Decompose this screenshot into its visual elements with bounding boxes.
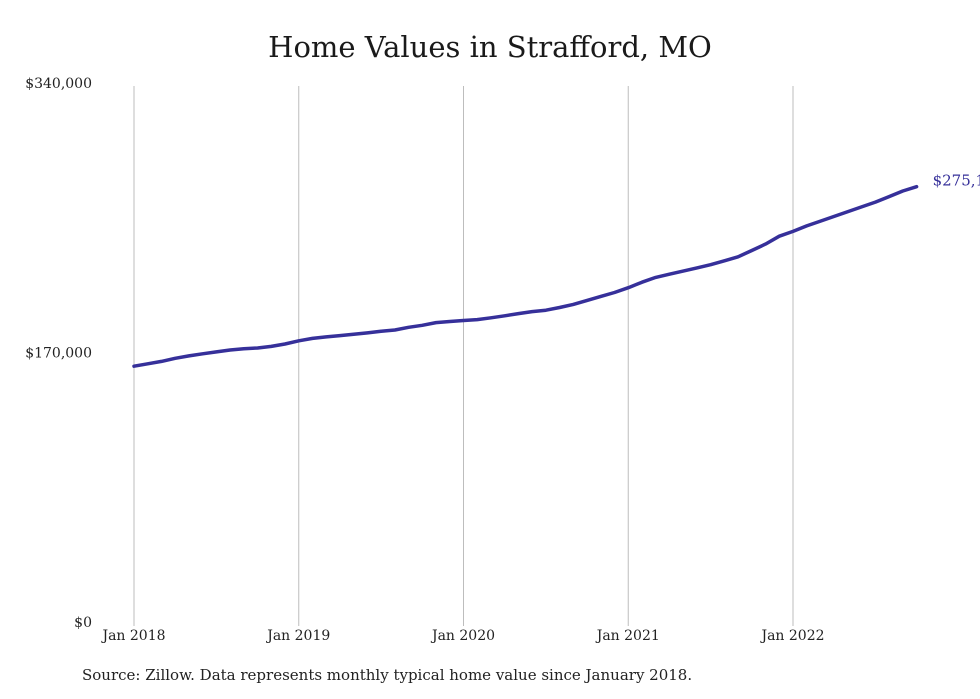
y-axis-labels: $0 $170,000 $340,000 (25, 76, 92, 631)
source-note: Source: Zillow. Data represents monthly … (82, 666, 693, 684)
series-line-0 (132, 184, 919, 368)
x-axis-labels: Jan 2018 Jan 2019 Jan 2020 Jan 2021 Jan 2022 (100, 628, 824, 644)
x-tick-label: Jan 2021 (595, 628, 660, 644)
x-tick-label: Jan 2018 (100, 628, 165, 644)
x-tick-label: Jan 2022 (759, 628, 824, 644)
y-tick-label: $170,000 (25, 346, 92, 362)
line-chart: $0$170,000$340,000 Jan 2018 Jan 2019 Jan 2… (25, 76, 980, 644)
x-tick-label: Jan 2020 (430, 628, 495, 644)
y-tick-label: $0 (74, 615, 92, 631)
grid-lines (133, 86, 794, 626)
y-tick-label: $340,000 (25, 76, 92, 92)
end-value-label: $275,198 (933, 172, 980, 190)
x-tick-label: Jan 2019 (265, 628, 330, 644)
series-layer: $275,198 (132, 172, 980, 368)
chart-title: Home Values in Strafford, MO (268, 30, 712, 64)
